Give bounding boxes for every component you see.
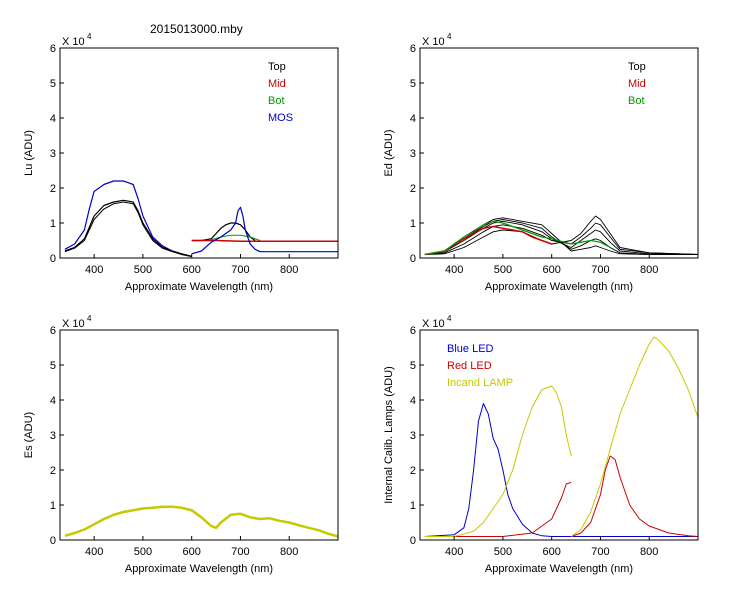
figure-title: 2015013000.mby — [150, 22, 243, 36]
series-line-red-led — [424, 481, 572, 537]
y-tick-label: 4 — [50, 395, 56, 407]
x-tick-label: 400 — [445, 546, 463, 558]
y-tick-label: 3 — [50, 430, 56, 442]
y-tick-label: 1 — [410, 500, 416, 512]
y-tick-label: 2 — [410, 465, 416, 477]
y-tick-label: 5 — [410, 360, 416, 372]
series-line-mos — [191, 206, 338, 255]
y-tick-label: 2 — [50, 465, 56, 477]
y-tick-label: 6 — [50, 43, 56, 55]
y-axis-label: Es (ADU) — [23, 412, 35, 458]
y-tick-label: 2 — [410, 183, 416, 195]
scale-factor-exponent: 4 — [87, 314, 92, 323]
y-tick-label: 1 — [50, 500, 56, 512]
y-tick-label: 5 — [50, 360, 56, 372]
plot-frame — [419, 47, 699, 259]
scale-factor-label: X 10 — [62, 36, 85, 48]
legend-entry-blue-led: Blue LED — [447, 343, 494, 355]
series-line-mid — [424, 225, 552, 256]
scale-factor-exponent: 4 — [87, 32, 92, 41]
series-line-mos — [64, 180, 192, 257]
x-tick-label: 400 — [85, 546, 103, 558]
x-tick-label: 800 — [280, 264, 298, 276]
x-tick-label: 800 — [640, 264, 658, 276]
scale-factor-exponent: 4 — [447, 32, 452, 41]
y-tick-label: 6 — [410, 43, 416, 55]
x-tick-label: 400 — [445, 264, 463, 276]
y-axis-label: Ed (ADU) — [383, 129, 395, 176]
x-axis-label: Approximate Wavelength (nm) — [125, 281, 273, 293]
y-axis-label: Internal Calib. Lamps (ADU) — [383, 366, 395, 504]
legend-entry-mid: Mid — [628, 78, 646, 90]
series-line-incand-lamp — [424, 385, 572, 537]
x-tick-label: 500 — [494, 546, 512, 558]
y-tick-label: 2 — [50, 183, 56, 195]
y-tick-label: 0 — [410, 253, 416, 265]
x-tick-label: 500 — [134, 264, 152, 276]
x-tick-label: 800 — [640, 546, 658, 558]
x-tick-label: 500 — [134, 546, 152, 558]
y-tick-label: 0 — [50, 535, 56, 547]
x-tick-label: 600 — [183, 546, 201, 558]
y-tick-label: 6 — [50, 325, 56, 337]
y-tick-label: 1 — [410, 218, 416, 230]
series-line-mid — [191, 239, 338, 242]
legend-entry-incand-lamp: Incand LAMP — [447, 377, 513, 389]
scale-factor-label: X 10 — [422, 36, 445, 48]
y-axis-label: Lu (ADU) — [23, 130, 35, 176]
series-line-top — [424, 219, 698, 255]
y-tick-label: 1 — [50, 218, 56, 230]
legend-entry-mos: MOS — [268, 112, 293, 124]
y-tick-label: 6 — [410, 325, 416, 337]
y-tick-label: 3 — [410, 148, 416, 160]
x-tick-label: 600 — [183, 264, 201, 276]
y-tick-label: 5 — [410, 78, 416, 90]
legend-entry-bot: Bot — [628, 95, 645, 107]
series-line-es — [64, 505, 338, 538]
y-tick-label: 3 — [50, 148, 56, 160]
x-tick-label: 500 — [494, 264, 512, 276]
series-line-blue-led — [424, 403, 698, 537]
legend-entry-top: Top — [268, 61, 286, 73]
y-tick-label: 4 — [50, 113, 56, 125]
legend-entry-red-led: Red LED — [447, 360, 492, 372]
series-line-incand-lamp — [570, 336, 698, 537]
x-tick-label: 700 — [591, 546, 609, 558]
x-tick-label: 700 — [591, 264, 609, 276]
x-tick-label: 700 — [231, 546, 249, 558]
x-tick-label: 800 — [280, 546, 298, 558]
x-axis-label: Approximate Wavelength (nm) — [125, 563, 273, 575]
x-tick-label: 700 — [231, 264, 249, 276]
legend-entry-mid: Mid — [268, 78, 286, 90]
x-tick-label: 600 — [543, 546, 561, 558]
x-tick-label: 600 — [543, 264, 561, 276]
series-line-top — [64, 201, 192, 258]
y-tick-label: 4 — [410, 395, 416, 407]
y-tick-label: 0 — [50, 253, 56, 265]
y-tick-label: 0 — [410, 535, 416, 547]
y-tick-label: 3 — [410, 430, 416, 442]
x-axis-label: Approximate Wavelength (nm) — [485, 563, 633, 575]
plot-frame — [59, 47, 339, 259]
series-line-top — [64, 199, 192, 257]
legend-entry-bot: Bot — [268, 95, 285, 107]
plot-frame — [59, 329, 339, 541]
y-tick-label: 5 — [50, 78, 56, 90]
scale-factor-label: X 10 — [422, 318, 445, 330]
series-line-red-led — [571, 455, 698, 537]
series-line-bot — [424, 220, 611, 256]
y-tick-label: 4 — [410, 113, 416, 125]
scale-factor-exponent: 4 — [447, 314, 452, 323]
legend-entry-top: Top — [628, 61, 646, 73]
x-axis-label: Approximate Wavelength (nm) — [485, 281, 633, 293]
scale-factor-label: X 10 — [62, 318, 85, 330]
x-tick-label: 400 — [85, 264, 103, 276]
